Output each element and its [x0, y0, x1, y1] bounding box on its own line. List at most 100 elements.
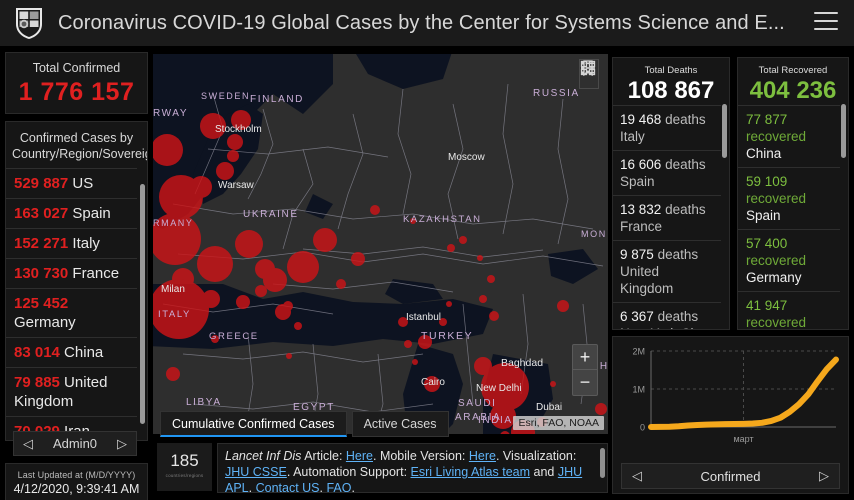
map-label: SWEDEN — [201, 91, 250, 101]
trend-chart: 0 1M 2M март — [613, 337, 850, 455]
country-count-value: 185 — [170, 451, 199, 470]
credits-segment: . Automation Support: — [286, 465, 411, 479]
confirmed-case-value: 83 014 — [14, 344, 60, 361]
left-sidebar: Total Confirmed 1 776 157 Confirmed Case… — [5, 52, 148, 500]
map-label: New Delhi — [476, 383, 522, 394]
death-place: United Kingdom — [620, 264, 674, 296]
death-value: 16 606 — [620, 157, 662, 172]
chart-x-label: март — [733, 434, 753, 444]
map-label: Cairo — [421, 377, 445, 388]
credits-link[interactable]: JHU APL — [225, 465, 583, 493]
credits-emphasis: Lancet Inf Dis — [225, 449, 302, 463]
credits-link[interactable]: FAQ — [326, 481, 352, 493]
credits-link[interactable]: Esri Living Atlas team — [410, 465, 531, 479]
confirmed-case-row[interactable]: 125 452 Germany — [6, 288, 137, 337]
credits-scrollbar[interactable] — [600, 448, 605, 478]
death-row[interactable]: 13 832 deaths France — [613, 195, 721, 240]
confirmed-cases-panel: Confirmed Cases by Country/Region/Sovere… — [5, 121, 148, 441]
total-deaths-panel: Total Deaths 108 867 19 468 deaths Italy 1… — [612, 57, 730, 330]
recovered-row[interactable]: 41 947recoveredIran — [738, 291, 840, 330]
death-place: Italy — [620, 129, 645, 144]
zoom-in-button[interactable]: + — [573, 345, 597, 370]
recovered-list[interactable]: 77 877 recovered China 59 109 recovered Spain… — [738, 105, 848, 330]
map-label: RUSSIA — [533, 88, 580, 99]
recovered-row[interactable]: 77 877 recovered China — [738, 105, 840, 167]
credits-link[interactable]: Here — [468, 449, 496, 463]
confirmed-case-country: China — [59, 344, 104, 361]
app-header: Coronavirus COVID-19 Global Cases by the… — [0, 0, 854, 46]
confirmed-case-row[interactable]: 163 027 Spain — [6, 198, 137, 228]
credits-segment: . — [351, 481, 355, 493]
map-label: KAZAKHSTAN — [403, 214, 482, 225]
hamburger-menu-icon[interactable] — [814, 12, 838, 34]
confirmed-case-row[interactable]: 130 730 France — [6, 258, 137, 288]
total-confirmed-panel: Total Confirmed 1 776 157 — [5, 52, 148, 114]
total-recovered-panel: Total Recovered 404 236 77 877 recovered C… — [737, 57, 849, 330]
credits-link[interactable]: Contact US — [255, 481, 320, 493]
total-deaths-header: Total Deaths 108 867 — [613, 58, 729, 105]
recovered-row[interactable]: 57 400 recovered Germany — [738, 229, 840, 291]
death-row[interactable]: 19 468 deaths Italy — [613, 105, 721, 150]
chart-series-nav[interactable]: ◁ Confirmed ▷ — [621, 463, 840, 489]
map-label: ARABIA — [455, 412, 501, 423]
recovered-value: 77 877 — [746, 112, 788, 127]
map-tab[interactable]: Active Cases — [351, 411, 449, 437]
total-confirmed-value: 1 776 157 — [18, 78, 135, 106]
deaths-list-scrollbar[interactable] — [722, 104, 727, 158]
map-tabs[interactable]: Cumulative Confirmed Cases Active Cases — [160, 411, 449, 437]
map-label: SAUDI — [458, 398, 497, 409]
map-label: UKRAINE — [243, 209, 299, 220]
chart-next-button[interactable]: ▷ — [819, 468, 829, 483]
chart-prev-button[interactable]: ◁ — [632, 468, 642, 483]
admin-next-button[interactable]: ▷ — [116, 435, 127, 451]
map-label: Istanbul — [406, 312, 441, 323]
death-unit: deaths — [657, 309, 699, 324]
admin-prev-button[interactable]: ◁ — [23, 435, 33, 451]
confirmed-case-row[interactable]: 79 885 United Kingdom — [6, 367, 137, 416]
credits-link[interactable]: Here — [345, 449, 373, 463]
confirmed-case-value: 152 271 — [14, 235, 69, 252]
credits-link[interactable]: JHU CSSE — [225, 465, 287, 479]
basemap-gallery-icon[interactable] — [580, 60, 596, 76]
recovered-unit: recovered — [746, 315, 807, 330]
credits-panel: Lancet Inf Dis Article: Here. Mobile Ver… — [217, 443, 608, 493]
credits-segment: . — [248, 481, 256, 493]
map-label: RMANY — [153, 218, 194, 228]
chart-series-line — [648, 356, 839, 430]
legend-list-icon[interactable] — [580, 60, 596, 76]
map-label: ITALY — [158, 309, 191, 320]
world-map[interactable]: SWEDEN FINLAND RWAY Stockholm RUSSIA Moscow Wa… — [153, 54, 608, 434]
trend-chart-svg: 0 1M 2M март — [632, 347, 839, 444]
map-zoom-controls[interactable]: + − — [572, 344, 598, 396]
map-label: MON — [581, 229, 607, 239]
recovered-row[interactable]: 59 109 recovered Spain — [738, 167, 840, 229]
deaths-list[interactable]: 19 468 deaths Italy 16 606 deaths Spain 13 8… — [613, 105, 729, 329]
confirmed-case-row[interactable]: 83 014 China — [6, 337, 137, 367]
confirmed-case-country: Spain — [68, 205, 111, 222]
total-recovered-value: 404 236 — [749, 77, 837, 104]
map-label: INDIA — [478, 415, 513, 426]
death-row[interactable]: 16 606 deaths Spain — [613, 150, 721, 195]
confirmed-list-scrollbar[interactable] — [140, 184, 145, 424]
credits-text: Lancet Inf Dis Article: Here. Mobile Ver… — [225, 449, 583, 493]
death-row[interactable]: 6 367 deathsNew York City New York US — [613, 302, 721, 329]
confirmed-cases-list[interactable]: 529 887 US 163 027 Spain 152 271 Italy 130 … — [6, 168, 147, 440]
admin-level-nav[interactable]: ◁ Admin0 ▷ — [13, 431, 137, 456]
confirmed-case-row[interactable]: 152 271 Italy — [6, 228, 137, 258]
recovered-place: Germany — [746, 270, 802, 285]
confirmed-case-value: 163 027 — [14, 205, 69, 222]
zoom-out-button[interactable]: − — [579, 372, 591, 392]
death-value: 19 468 — [620, 112, 662, 127]
map-toolbar[interactable] — [579, 59, 599, 89]
map-label: Warsaw — [218, 180, 255, 191]
map-tab[interactable]: Cumulative Confirmed Cases — [160, 411, 347, 437]
recovered-unit: recovered — [746, 129, 807, 144]
death-unit: deaths — [665, 112, 706, 127]
credits-segment: Article: — [301, 449, 346, 463]
recovered-list-scrollbar[interactable] — [841, 104, 846, 158]
confirmed-case-row[interactable]: 529 887 US — [6, 168, 137, 198]
chart-y-tick: 1M — [632, 385, 645, 395]
credits-segment: . Visualization: — [495, 449, 577, 463]
death-row[interactable]: 9 875 deaths United Kingdom — [613, 240, 721, 302]
map-attribution: Esri, FAO, NOAA — [513, 416, 604, 430]
